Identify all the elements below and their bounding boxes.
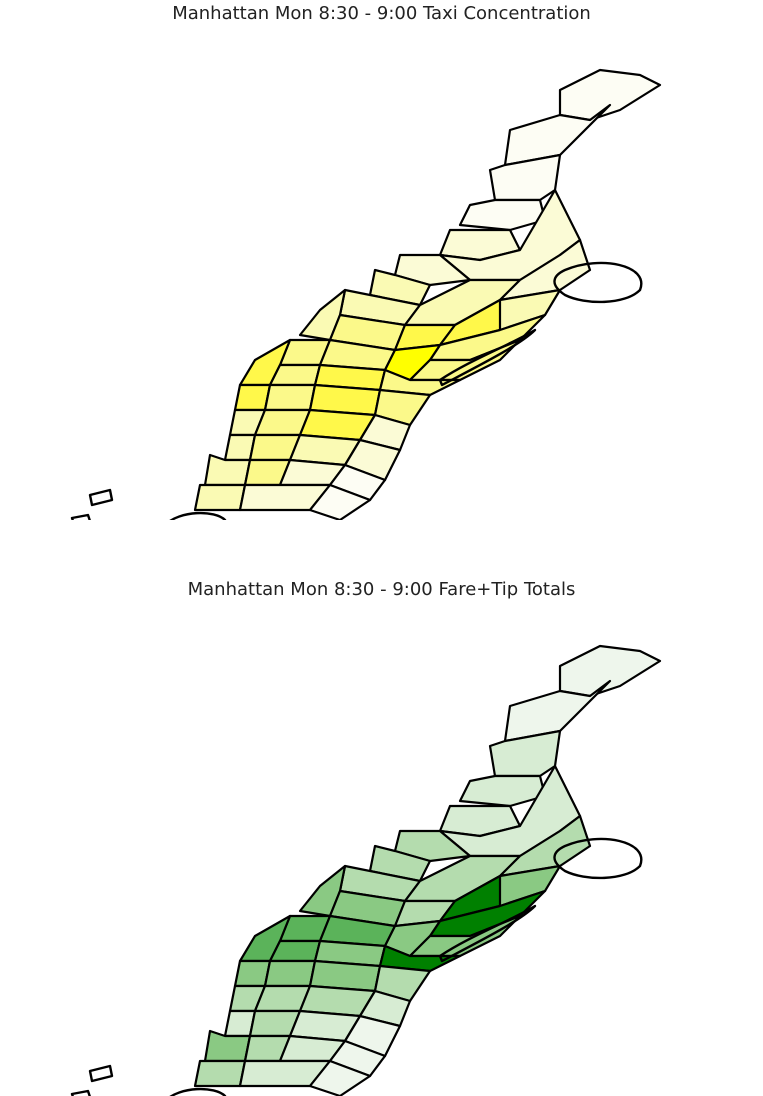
taxi-zone — [558, 68, 662, 122]
taxi-zone — [458, 774, 547, 808]
island-outline — [70, 513, 91, 520]
island-outline — [438, 328, 537, 387]
island-outline — [88, 1064, 114, 1083]
island-outline — [553, 261, 643, 304]
taxi-zone — [203, 453, 252, 487]
taxi-zone — [193, 1059, 247, 1088]
island-outline — [88, 488, 114, 507]
taxi-zone — [393, 829, 472, 863]
map-title-concentration: Manhattan Mon 8:30 - 9:00 Taxi Concentra… — [172, 3, 591, 24]
taxi-zone — [378, 368, 462, 397]
taxi-zone — [263, 959, 317, 988]
island-outline — [70, 1089, 91, 1096]
taxi-zone — [558, 644, 662, 698]
taxi-zone — [263, 383, 317, 412]
taxi-zone — [203, 1029, 252, 1063]
taxi-zone — [378, 944, 462, 973]
island-outline — [438, 904, 537, 963]
taxi-zone — [458, 198, 547, 232]
taxi-zone — [193, 483, 247, 512]
manhattan-taxi-concentration-map — [70, 68, 662, 520]
taxi-zone — [308, 483, 372, 520]
taxi-zone — [268, 939, 322, 963]
zone-group — [193, 644, 662, 1096]
taxi-zone — [488, 729, 562, 778]
taxi-zone — [368, 268, 432, 307]
taxi-zone — [393, 253, 472, 287]
manhattan-fare-tip-map — [70, 644, 662, 1096]
zone-group — [193, 68, 662, 520]
taxi-zone — [368, 844, 432, 883]
map-title-fare-tip: Manhattan Mon 8:30 - 9:00 Fare+Tip Total… — [187, 579, 576, 600]
taxi-zone — [488, 153, 562, 202]
island-outline — [169, 1087, 227, 1096]
island-outline — [553, 837, 643, 880]
taxi-zone — [268, 363, 322, 387]
island-outline — [169, 511, 227, 520]
